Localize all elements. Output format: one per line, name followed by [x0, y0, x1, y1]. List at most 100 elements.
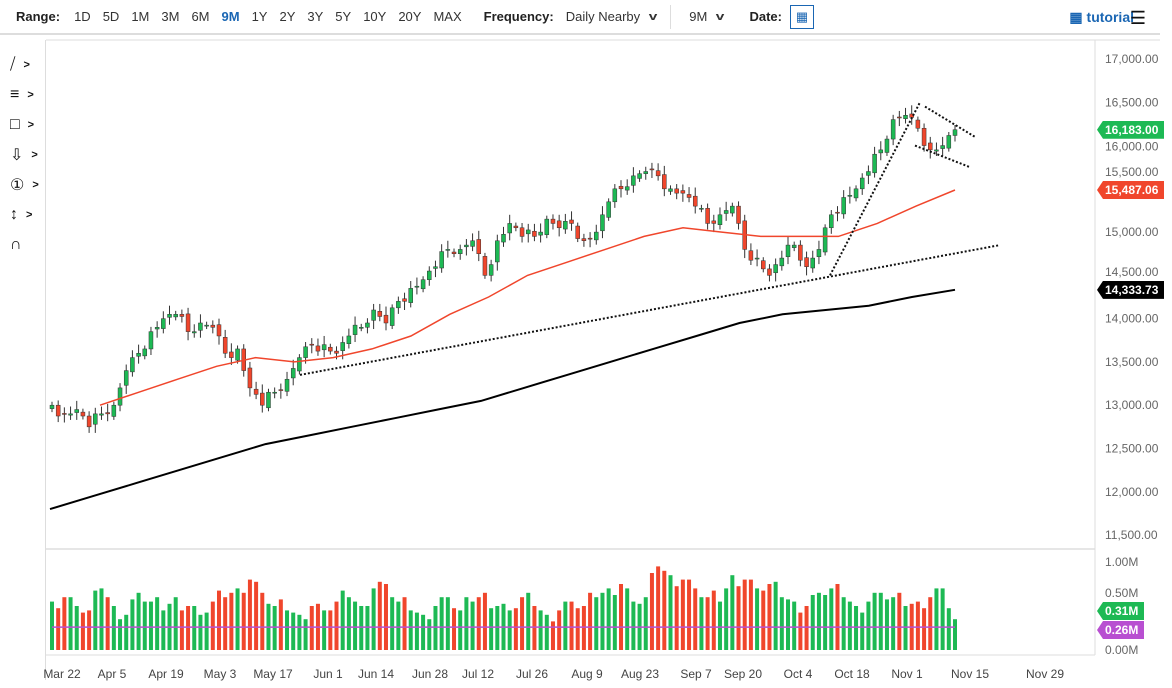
volume-bar — [736, 586, 741, 650]
x-tick-label: Oct 18 — [834, 667, 870, 681]
volume-bar — [50, 601, 54, 650]
range-6m[interactable]: 6M — [191, 9, 210, 24]
volume-bar — [600, 592, 605, 650]
range-3y[interactable]: 3Y — [307, 9, 324, 24]
candle — [451, 251, 457, 254]
tutorial-link[interactable]: ▦ tutorial — [1069, 9, 1134, 26]
range-1m[interactable]: 1M — [131, 9, 150, 24]
candle — [117, 387, 123, 406]
calendar-icon[interactable]: ▦ — [789, 4, 814, 29]
hamburger-menu-icon[interactable]: ☰ — [1129, 8, 1146, 28]
candle — [154, 327, 160, 330]
period-select[interactable]: 9M v — [689, 9, 724, 24]
volume-bar — [563, 601, 568, 650]
candle — [173, 314, 178, 318]
ma50-line — [99, 189, 956, 406]
chevron-down-icon: v — [648, 10, 658, 23]
y-tick-label: 12,500.00 — [1105, 441, 1159, 455]
volume-ma-label: 0.26M — [1097, 621, 1145, 639]
volume-bar — [532, 606, 537, 650]
volume-bar — [421, 614, 426, 650]
candle — [581, 238, 587, 242]
range-5d[interactable]: 5D — [102, 9, 120, 24]
volume-bar — [953, 619, 957, 650]
volume-bar — [340, 590, 345, 650]
candle — [649, 168, 655, 171]
candle — [829, 214, 834, 229]
x-tick-label: Apr 19 — [148, 667, 184, 681]
volume-bar — [365, 606, 370, 650]
candle — [569, 219, 574, 224]
range-10y[interactable]: 10Y — [363, 9, 387, 24]
volume-bar — [396, 601, 401, 650]
candle — [730, 205, 735, 214]
candle — [507, 223, 512, 234]
volume-bar — [569, 601, 574, 650]
candle — [692, 195, 698, 207]
volume-bar — [291, 612, 296, 650]
fib-tool[interactable]: ≡ > — [10, 84, 42, 106]
trendline-tool[interactable]: ⧸ > — [10, 54, 42, 76]
range-1y[interactable]: 1Y — [251, 9, 268, 24]
candle — [779, 257, 785, 267]
candle — [624, 186, 630, 191]
range-20y[interactable]: 20Y — [398, 9, 422, 24]
volume-bar — [922, 608, 927, 650]
candle — [290, 368, 296, 379]
volume-bar — [371, 588, 376, 650]
rectangle-tool[interactable]: □ > — [10, 114, 42, 136]
candle — [934, 149, 939, 152]
volume-bar — [124, 614, 129, 650]
candle — [884, 138, 890, 153]
x-tick-label: Nov 1 — [891, 667, 923, 681]
candle — [260, 392, 265, 406]
volume-bar — [210, 601, 215, 650]
arrow-tool[interactable]: ⇩ > — [10, 144, 42, 166]
candle — [575, 225, 580, 239]
range-9m[interactable]: 9M — [221, 9, 240, 24]
volume-bar — [631, 601, 636, 650]
x-tick-label: Sep 20 — [724, 667, 762, 681]
volume-bar — [792, 601, 797, 650]
volume-bar — [619, 584, 624, 650]
volume-bar — [835, 584, 840, 650]
volume-bar — [742, 579, 747, 650]
volume-bar — [526, 592, 531, 650]
candle — [80, 411, 86, 417]
volume-bar — [643, 597, 648, 650]
magnet-tool[interactable]: ∩ — [10, 234, 42, 256]
volume-bar — [903, 606, 908, 650]
candle — [321, 344, 327, 351]
range-5y[interactable]: 5Y — [335, 9, 352, 24]
candle — [940, 145, 945, 149]
volume-bar — [179, 610, 184, 650]
measure-tool[interactable]: ↕ > — [10, 204, 42, 226]
candle — [538, 231, 543, 236]
volume-bar — [111, 606, 116, 650]
x-tick-label: May 3 — [204, 667, 237, 681]
candle — [674, 188, 679, 194]
volume-bar — [779, 597, 784, 650]
divider — [670, 4, 672, 29]
candle — [550, 218, 556, 224]
candle — [383, 314, 389, 324]
annotation-tool[interactable]: ① > — [10, 174, 42, 196]
candle — [303, 346, 308, 358]
range-2y[interactable]: 2Y — [279, 9, 296, 24]
volume-bar — [161, 610, 166, 650]
volume-bar — [482, 592, 487, 650]
volume-bar — [649, 573, 654, 650]
range-max[interactable]: MAX — [433, 9, 462, 24]
range-3m[interactable]: 3M — [161, 9, 180, 24]
candle — [866, 171, 871, 176]
candle — [748, 250, 754, 261]
volume-bar — [173, 597, 178, 650]
range-1d[interactable]: 1D — [74, 9, 91, 24]
volume-bar — [297, 614, 302, 650]
y-tick-label: 16,000.00 — [1105, 140, 1159, 154]
candle — [482, 256, 488, 276]
volume-bar — [606, 588, 611, 650]
volume-bar — [377, 581, 382, 650]
frequency-select[interactable]: Daily Nearby v — [566, 9, 658, 24]
